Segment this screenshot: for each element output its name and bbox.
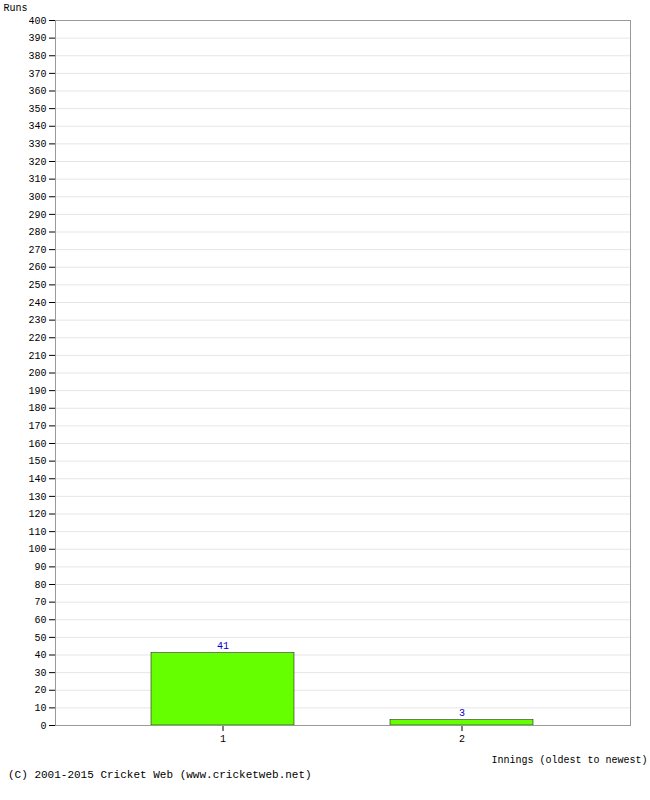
svg-text:190: 190 bbox=[28, 386, 46, 397]
svg-text:270: 270 bbox=[28, 245, 46, 256]
svg-text:41: 41 bbox=[217, 641, 229, 652]
svg-text:1: 1 bbox=[220, 734, 226, 745]
svg-text:400: 400 bbox=[28, 16, 46, 27]
svg-text:310: 310 bbox=[28, 174, 46, 185]
svg-text:390: 390 bbox=[28, 33, 46, 44]
svg-text:130: 130 bbox=[28, 492, 46, 503]
svg-text:350: 350 bbox=[28, 104, 46, 115]
svg-text:0: 0 bbox=[40, 721, 46, 732]
svg-text:120: 120 bbox=[28, 509, 46, 520]
svg-text:170: 170 bbox=[28, 421, 46, 432]
svg-text:40: 40 bbox=[34, 650, 46, 661]
svg-text:230: 230 bbox=[28, 315, 46, 326]
svg-text:50: 50 bbox=[34, 633, 46, 644]
svg-text:180: 180 bbox=[28, 403, 46, 414]
svg-text:20: 20 bbox=[34, 685, 46, 696]
svg-text:380: 380 bbox=[28, 51, 46, 62]
svg-text:260: 260 bbox=[28, 262, 46, 273]
svg-text:30: 30 bbox=[34, 668, 46, 679]
svg-text:70: 70 bbox=[34, 597, 46, 608]
svg-text:3: 3 bbox=[459, 708, 465, 719]
svg-text:220: 220 bbox=[28, 333, 46, 344]
svg-text:150: 150 bbox=[28, 456, 46, 467]
svg-text:200: 200 bbox=[28, 368, 46, 379]
svg-text:60: 60 bbox=[34, 615, 46, 626]
svg-text:210: 210 bbox=[28, 351, 46, 362]
svg-text:250: 250 bbox=[28, 280, 46, 291]
svg-text:Runs: Runs bbox=[4, 3, 28, 14]
svg-text:100: 100 bbox=[28, 544, 46, 555]
svg-text:280: 280 bbox=[28, 227, 46, 238]
svg-text:290: 290 bbox=[28, 210, 46, 221]
svg-text:80: 80 bbox=[34, 580, 46, 591]
svg-text:300: 300 bbox=[28, 192, 46, 203]
svg-text:360: 360 bbox=[28, 86, 46, 97]
svg-text:90: 90 bbox=[34, 562, 46, 573]
svg-text:110: 110 bbox=[28, 527, 46, 538]
svg-text:320: 320 bbox=[28, 157, 46, 168]
svg-text:240: 240 bbox=[28, 298, 46, 309]
svg-text:Innings (oldest to newest): Innings (oldest to newest) bbox=[491, 755, 647, 766]
html-text:(C) 2001-2015 Cricket Web (www: (C) 2001-2015 Cricket Web (www.cricketwe… bbox=[8, 769, 312, 781]
svg-text:140: 140 bbox=[28, 474, 46, 485]
svg-text:10: 10 bbox=[34, 703, 46, 714]
svg-text:330: 330 bbox=[28, 139, 46, 150]
svg-text:2: 2 bbox=[459, 734, 465, 745]
svg-text:340: 340 bbox=[28, 121, 46, 132]
svg-text:370: 370 bbox=[28, 69, 46, 80]
svg-text:160: 160 bbox=[28, 439, 46, 450]
